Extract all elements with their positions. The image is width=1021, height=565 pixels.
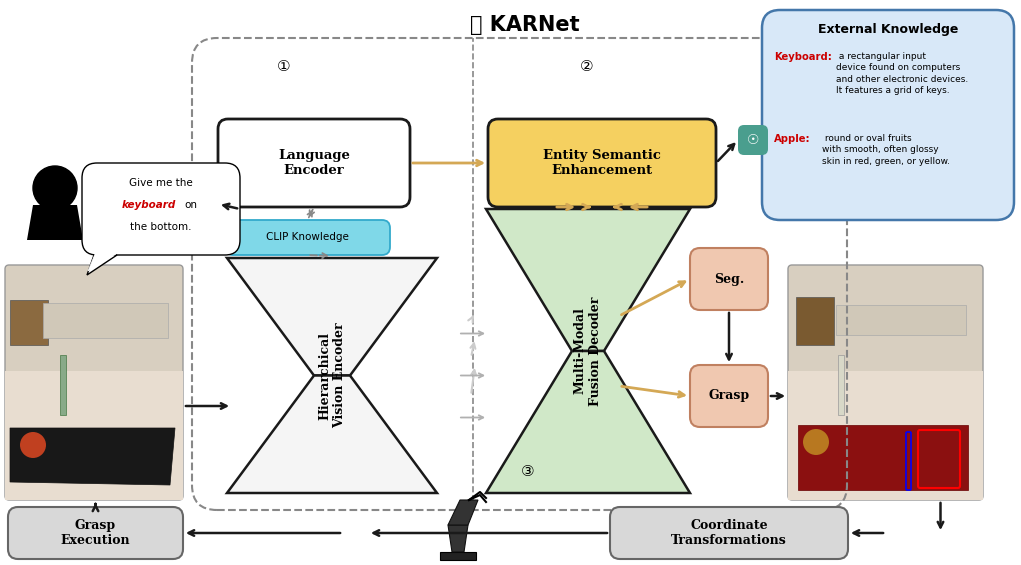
FancyBboxPatch shape <box>762 10 1014 220</box>
FancyBboxPatch shape <box>690 365 768 427</box>
Text: ①: ① <box>277 59 291 73</box>
Polygon shape <box>448 525 468 552</box>
FancyBboxPatch shape <box>488 119 716 207</box>
Bar <box>838 355 844 415</box>
Text: Keyboard:: Keyboard: <box>774 52 832 62</box>
FancyBboxPatch shape <box>690 248 768 310</box>
Bar <box>788 371 983 500</box>
Circle shape <box>33 166 77 210</box>
FancyBboxPatch shape <box>225 220 390 255</box>
Text: ②: ② <box>580 59 594 73</box>
Text: ③: ③ <box>521 463 535 479</box>
Text: ☉: ☉ <box>746 133 760 147</box>
Polygon shape <box>88 254 116 271</box>
FancyBboxPatch shape <box>788 265 983 500</box>
Text: CLIP Knowledge: CLIP Knowledge <box>266 233 349 242</box>
Bar <box>440 552 476 560</box>
Bar <box>836 305 966 335</box>
Text: Coordinate
Transformations: Coordinate Transformations <box>671 519 787 547</box>
Text: Hierarchical
Vision Encoder: Hierarchical Vision Encoder <box>318 323 346 428</box>
Polygon shape <box>486 351 690 493</box>
Text: External Knowledge: External Knowledge <box>818 24 958 37</box>
FancyBboxPatch shape <box>610 507 848 559</box>
Text: Multi-Modal
Fusion Decoder: Multi-Modal Fusion Decoder <box>574 296 602 406</box>
Text: Language
Encoder: Language Encoder <box>278 149 350 177</box>
Text: Entity Semantic
Enhancement: Entity Semantic Enhancement <box>543 149 661 177</box>
Polygon shape <box>486 209 690 351</box>
Bar <box>60 355 66 415</box>
FancyBboxPatch shape <box>738 125 768 155</box>
Polygon shape <box>798 425 968 490</box>
Polygon shape <box>448 500 478 525</box>
Bar <box>10 300 48 345</box>
Bar <box>796 297 834 345</box>
Text: 🧠 KARNet: 🧠 KARNet <box>471 15 580 35</box>
FancyBboxPatch shape <box>218 119 410 207</box>
Text: Apple:: Apple: <box>774 134 811 144</box>
Polygon shape <box>10 428 175 485</box>
Polygon shape <box>27 205 83 240</box>
Text: Grasp
Execution: Grasp Execution <box>60 519 131 547</box>
Text: round or oval fruits
with smooth, often glossy
skin in red, green, or yellow.: round or oval fruits with smooth, often … <box>822 134 950 166</box>
Text: Give me the: Give me the <box>129 178 193 188</box>
Text: keyboard: keyboard <box>121 200 177 210</box>
FancyBboxPatch shape <box>5 265 183 500</box>
FancyBboxPatch shape <box>82 163 240 255</box>
Bar <box>43 303 168 338</box>
FancyBboxPatch shape <box>8 507 183 559</box>
Text: a rectangular input
device found on computers
and other electronic devices.
It f: a rectangular input device found on comp… <box>836 52 968 95</box>
Polygon shape <box>87 255 117 275</box>
Text: the bottom.: the bottom. <box>131 222 192 232</box>
Polygon shape <box>227 258 437 376</box>
Polygon shape <box>227 376 437 493</box>
Bar <box>5 371 183 500</box>
Circle shape <box>803 429 829 455</box>
Text: on: on <box>185 200 197 210</box>
Text: Grasp: Grasp <box>709 389 749 402</box>
Circle shape <box>20 432 46 458</box>
Text: Seg.: Seg. <box>714 272 744 285</box>
